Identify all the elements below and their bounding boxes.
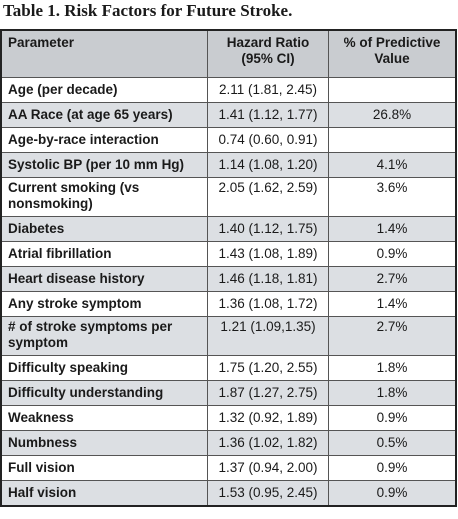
predictive-value-cell: 3.6% [328, 177, 457, 217]
hazard-ratio-cell: 1.53 (0.95, 2.45) [207, 480, 329, 507]
predictive-value-cell: 1.4% [328, 216, 457, 242]
parameter-cell: Current smoking (vs nonsmoking) [0, 177, 208, 217]
parameter-cell: # of stroke symptoms per symptom [0, 316, 208, 356]
parameter-cell: Numbness [0, 430, 208, 456]
predictive-value-cell: 0.9% [328, 480, 457, 507]
predictive-value-cell: 0.5% [328, 430, 457, 456]
table-row: Age-by-race interaction 0.74 (0.60, 0.91… [0, 127, 457, 153]
table-row: Full vision 1.37 (0.94, 2.00) 0.9% [0, 455, 457, 481]
predictive-value-cell: 1.8% [328, 380, 457, 406]
table-row: Any stroke symptom 1.36 (1.08, 1.72) 1.4… [0, 291, 457, 317]
hazard-ratio-cell: 1.46 (1.18, 1.81) [207, 266, 329, 292]
table-row: Difficulty understanding 1.87 (1.27, 2.7… [0, 380, 457, 406]
header-parameter: Parameter [0, 29, 208, 78]
parameter-cell: Systolic BP (per 10 mm Hg) [0, 152, 208, 178]
hazard-ratio-cell: 1.36 (1.08, 1.72) [207, 291, 329, 317]
hazard-ratio-cell: 1.32 (0.92, 1.89) [207, 405, 329, 431]
table-row: Numbness 1.36 (1.02, 1.82) 0.5% [0, 430, 457, 456]
risk-factors-table: Parameter Hazard Ratio (95% CI) % of Pre… [0, 29, 457, 507]
table-row: Systolic BP (per 10 mm Hg) 1.14 (1.08, 1… [0, 152, 457, 178]
parameter-cell: Age (per decade) [0, 77, 208, 103]
parameter-cell: Weakness [0, 405, 208, 431]
hazard-ratio-cell: 1.87 (1.27, 2.75) [207, 380, 329, 406]
parameter-cell: Age-by-race interaction [0, 127, 208, 153]
table-row: Difficulty speaking 1.75 (1.20, 2.55) 1.… [0, 355, 457, 381]
predictive-value-cell [328, 77, 457, 103]
predictive-value-cell [328, 127, 457, 153]
table-title: Table 1. Risk Factors for Future Stroke. [3, 1, 293, 20]
predictive-value-cell: 4.1% [328, 152, 457, 178]
parameter-cell: Any stroke symptom [0, 291, 208, 317]
hazard-ratio-cell: 0.74 (0.60, 0.91) [207, 127, 329, 153]
header-row: Parameter Hazard Ratio (95% CI) % of Pre… [0, 29, 457, 78]
predictive-value-cell: 1.4% [328, 291, 457, 317]
parameter-cell: Difficulty understanding [0, 380, 208, 406]
parameter-cell: Diabetes [0, 216, 208, 242]
table-row: Half vision 1.53 (0.95, 2.45) 0.9% [0, 480, 457, 507]
parameter-cell: Heart disease history [0, 266, 208, 292]
table-row: Age (per decade) 2.11 (1.81, 2.45) [0, 77, 457, 103]
table-row: AA Race (at age 65 years) 1.41 (1.12, 1.… [0, 102, 457, 128]
hazard-ratio-cell: 1.36 (1.02, 1.82) [207, 430, 329, 456]
hazard-ratio-cell: 1.75 (1.20, 2.55) [207, 355, 329, 381]
parameter-cell: Full vision [0, 455, 208, 481]
hazard-ratio-cell: 2.05 (1.62, 2.59) [207, 177, 329, 217]
parameter-cell: AA Race (at age 65 years) [0, 102, 208, 128]
parameter-cell: Half vision [0, 480, 208, 507]
hazard-ratio-cell: 1.40 (1.12, 1.75) [207, 216, 329, 242]
hazard-ratio-cell: 1.43 (1.08, 1.89) [207, 241, 329, 267]
hazard-ratio-cell: 1.21 (1.09,1.35) [207, 316, 329, 356]
hazard-ratio-cell: 1.41 (1.12, 1.77) [207, 102, 329, 128]
table-row: # of stroke symptoms per symptom 1.21 (1… [0, 316, 457, 356]
predictive-value-cell: 2.7% [328, 316, 457, 356]
table-row: Atrial fibrillation 1.43 (1.08, 1.89) 0.… [0, 241, 457, 267]
table-row: Weakness 1.32 (0.92, 1.89) 0.9% [0, 405, 457, 431]
parameter-cell: Atrial fibrillation [0, 241, 208, 267]
header-hazard-ratio: Hazard Ratio (95% CI) [207, 29, 329, 78]
table-row: Diabetes 1.40 (1.12, 1.75) 1.4% [0, 216, 457, 242]
predictive-value-cell: 0.9% [328, 455, 457, 481]
table-body: Age (per decade) 2.11 (1.81, 2.45) AA Ra… [0, 77, 457, 507]
table-row: Heart disease history 1.46 (1.18, 1.81) … [0, 266, 457, 292]
predictive-value-cell: 0.9% [328, 405, 457, 431]
hazard-ratio-cell: 1.14 (1.08, 1.20) [207, 152, 329, 178]
predictive-value-cell: 1.8% [328, 355, 457, 381]
table-row: Current smoking (vs nonsmoking) 2.05 (1.… [0, 177, 457, 217]
table-header: Parameter Hazard Ratio (95% CI) % of Pre… [0, 29, 457, 78]
hazard-ratio-cell: 2.11 (1.81, 2.45) [207, 77, 329, 103]
header-predictive-value: % of Predictive Value [328, 29, 457, 78]
hazard-ratio-cell: 1.37 (0.94, 2.00) [207, 455, 329, 481]
predictive-value-cell: 2.7% [328, 266, 457, 292]
predictive-value-cell: 0.9% [328, 241, 457, 267]
parameter-cell: Difficulty speaking [0, 355, 208, 381]
predictive-value-cell: 26.8% [328, 102, 457, 128]
